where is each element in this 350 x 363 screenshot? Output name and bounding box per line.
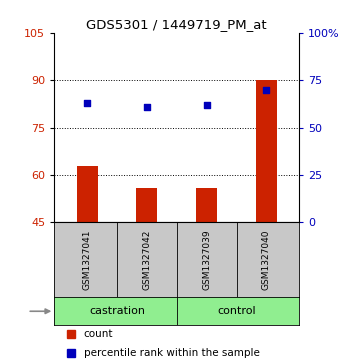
Text: control: control: [217, 306, 256, 316]
Bar: [77, 166, 98, 223]
Bar: [256, 80, 277, 223]
Bar: [196, 188, 217, 223]
Text: GSM1327040: GSM1327040: [262, 229, 271, 290]
Text: GSM1327041: GSM1327041: [83, 229, 92, 290]
Text: count: count: [84, 329, 113, 339]
Text: GSM1327042: GSM1327042: [142, 229, 151, 290]
Point: [204, 102, 209, 108]
Point: [144, 104, 150, 110]
Text: castration: castration: [89, 306, 145, 316]
Point: [84, 100, 90, 106]
Title: GDS5301 / 1449719_PM_at: GDS5301 / 1449719_PM_at: [86, 19, 267, 32]
Bar: [136, 188, 158, 223]
Point: [264, 87, 269, 93]
Text: GSM1327039: GSM1327039: [202, 229, 211, 290]
Text: percentile rank within the sample: percentile rank within the sample: [84, 348, 259, 358]
